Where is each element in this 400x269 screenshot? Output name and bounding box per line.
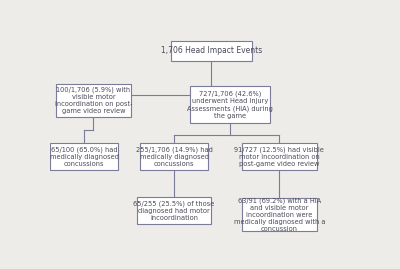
Text: 65/100 (65.0%) had
medically diagnosed
concussions: 65/100 (65.0%) had medically diagnosed c… bbox=[50, 146, 118, 167]
FancyBboxPatch shape bbox=[50, 143, 118, 170]
FancyBboxPatch shape bbox=[242, 198, 317, 231]
FancyBboxPatch shape bbox=[56, 84, 131, 117]
Text: 100/1,706 (5.9%) with
visible motor
incoordination on post-
game video review: 100/1,706 (5.9%) with visible motor inco… bbox=[55, 87, 132, 114]
FancyBboxPatch shape bbox=[171, 41, 252, 61]
FancyBboxPatch shape bbox=[190, 86, 270, 123]
Text: 65/255 (25.5%) of those
diagnosed had motor
incoordination: 65/255 (25.5%) of those diagnosed had mo… bbox=[133, 200, 215, 221]
Text: 1,706 Head Impact Events: 1,706 Head Impact Events bbox=[160, 47, 262, 55]
FancyBboxPatch shape bbox=[140, 143, 208, 170]
Text: 63/91 (69.2%) with a HIA
and visible motor
incoordination were
medically diagnos: 63/91 (69.2%) with a HIA and visible mot… bbox=[234, 197, 325, 232]
Text: 255/1,706 (14.9%) had
medically diagnosed
concussions: 255/1,706 (14.9%) had medically diagnose… bbox=[136, 146, 212, 167]
FancyBboxPatch shape bbox=[242, 143, 317, 170]
FancyBboxPatch shape bbox=[137, 197, 211, 224]
Text: 727/1,706 (42.6%)
underwent Head Injury
Assessments (HIA) during
the game: 727/1,706 (42.6%) underwent Head Injury … bbox=[187, 91, 273, 119]
Text: 91/727 (12.5%) had visible
motor incoordination on
post-game video review: 91/727 (12.5%) had visible motor incoord… bbox=[234, 146, 324, 167]
